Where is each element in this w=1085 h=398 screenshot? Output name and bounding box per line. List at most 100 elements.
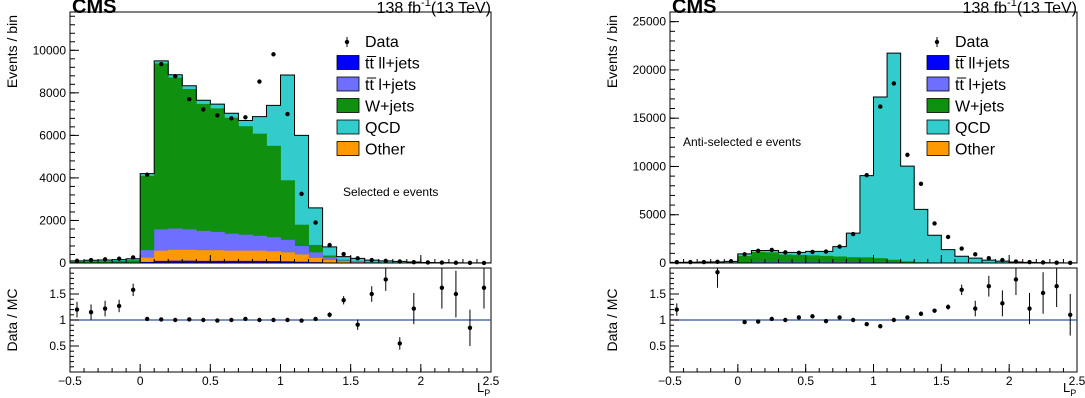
data-point xyxy=(932,221,937,226)
histogram-bar xyxy=(805,255,820,263)
data-point xyxy=(973,252,978,257)
legend-data-marker xyxy=(934,39,940,45)
ratio-point xyxy=(1013,277,1019,282)
ratio-y-tick-label: 1.5 xyxy=(49,287,66,301)
ratio-point xyxy=(1027,306,1032,311)
data-point xyxy=(959,246,964,251)
data-point xyxy=(891,81,897,86)
ratio-point xyxy=(257,317,262,323)
ratio-point xyxy=(1040,290,1046,296)
histogram-bar xyxy=(126,260,141,263)
legend-label: QCD xyxy=(955,120,991,137)
histogram-bar xyxy=(778,254,793,263)
ratio-point xyxy=(986,284,992,289)
data-points xyxy=(74,52,487,266)
legend-label: Other xyxy=(955,142,996,159)
data-point xyxy=(769,247,774,253)
ratio-point xyxy=(810,314,815,319)
y-tick-label: 15000 xyxy=(633,111,667,125)
histogram-bar xyxy=(154,63,169,263)
histogram-bar xyxy=(737,255,752,263)
ratio-y-tick-label: 0.5 xyxy=(49,339,66,353)
data-point xyxy=(74,258,80,264)
legend-label: tt̅ ll+jets xyxy=(365,55,420,72)
x-tick-label: 0.5 xyxy=(202,374,219,388)
x-tick-label: 0 xyxy=(734,374,741,388)
ratio-point xyxy=(715,269,720,275)
ratio-point xyxy=(864,321,869,327)
data-point xyxy=(425,260,431,265)
y-tick-label: 5000 xyxy=(639,208,666,222)
histogram-bar xyxy=(308,257,323,263)
ratio-point xyxy=(397,341,402,346)
ratio-point xyxy=(88,310,94,315)
y-tick-label: 25000 xyxy=(633,15,667,29)
lumi-value: 138 fb xyxy=(963,0,1008,17)
ratio-point xyxy=(973,306,978,311)
data-point xyxy=(878,104,883,109)
data-point xyxy=(823,249,829,254)
x-tick-label: −0.5 xyxy=(58,374,82,388)
data-point xyxy=(369,257,374,263)
ratio-point xyxy=(74,307,80,312)
x-axis-label-main: L xyxy=(477,380,484,395)
histogram-bar xyxy=(252,250,267,263)
histogram-bar xyxy=(224,260,239,263)
ratio-point xyxy=(215,318,220,323)
x-axis-label-main: L xyxy=(1063,380,1070,395)
histogram-bar xyxy=(196,260,211,263)
histogram-bar xyxy=(224,250,239,263)
experiment-label: CMS xyxy=(672,0,716,18)
data-point xyxy=(159,61,164,67)
legend-label: tt̅ l+jets xyxy=(365,77,416,94)
ratio-y-axis-label: Data / MC xyxy=(4,288,20,351)
selection-annotation: Selected e events xyxy=(343,185,438,199)
data-point xyxy=(864,172,869,178)
histogram-bar xyxy=(927,235,942,263)
lumi-value: 138 fb xyxy=(377,0,422,17)
histogram-bar xyxy=(168,260,183,263)
stack-outline xyxy=(669,52,1078,264)
ratio-point xyxy=(383,277,388,282)
histogram-bar xyxy=(873,258,888,263)
y-tick-label: 10000 xyxy=(33,43,67,57)
ratio-point xyxy=(905,315,910,320)
data-point xyxy=(1027,259,1032,265)
histogram-w-jets xyxy=(70,63,478,263)
x-tick-label: 1.5 xyxy=(933,374,950,388)
histogram-bar xyxy=(238,126,253,263)
ratio-point xyxy=(891,317,897,323)
histogram-bar xyxy=(873,97,888,264)
ratio-point xyxy=(783,317,788,323)
histogram-bar xyxy=(900,166,915,263)
data-point xyxy=(742,252,747,257)
chart-panel-2: 0 5000 10000 15000 20000 25000 −0.5 0 0.5 1 1.5 2 2.… xyxy=(604,0,1085,398)
data-point xyxy=(837,244,842,249)
legend: Data tt̅ ll+jets tt̅ l+jets W+jets QCD Other xyxy=(926,34,1010,159)
histogram-bar xyxy=(154,250,169,263)
histogram-bar xyxy=(168,77,183,263)
selection-annotation: Anti-selected e events xyxy=(683,135,801,149)
ratio-point xyxy=(116,303,122,309)
histogram-bar xyxy=(294,254,309,263)
ratio-point xyxy=(102,306,108,311)
histogram-bar xyxy=(832,256,847,263)
ratio-y-tick-label: 1 xyxy=(59,313,66,327)
histogram-bar xyxy=(182,89,197,263)
histogram-bar xyxy=(210,250,225,263)
x-tick-label: 1.5 xyxy=(342,374,359,388)
histogram-bar xyxy=(224,117,239,263)
histogram-bar xyxy=(350,258,366,263)
legend-swatch xyxy=(926,98,950,113)
histogram-bar xyxy=(900,261,915,263)
data-point xyxy=(102,257,108,262)
data-point xyxy=(341,251,346,257)
histogram-bar xyxy=(792,255,807,263)
legend-label: Other xyxy=(365,142,406,159)
ratio-point xyxy=(187,317,192,322)
y-axis-label: Events / bin xyxy=(4,15,20,88)
legend-swatch xyxy=(926,76,950,92)
data-point xyxy=(355,256,360,261)
lumi-superscript: -1 xyxy=(421,0,431,9)
x-tick-label: 0.5 xyxy=(797,374,814,388)
